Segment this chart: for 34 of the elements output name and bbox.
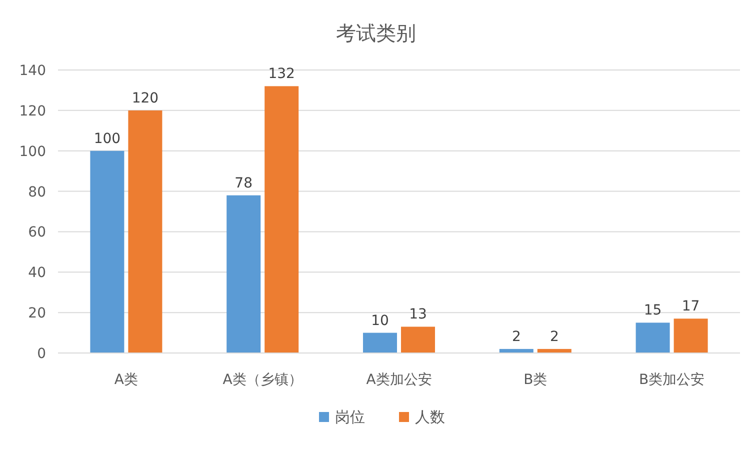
y-tick-label: 20 (28, 306, 46, 322)
data-label: 120 (132, 90, 159, 106)
y-tick-label: 80 (28, 184, 46, 200)
y-tick-label: 140 (19, 63, 46, 79)
x-tick-label: A类 (114, 372, 138, 388)
data-label: 2 (512, 328, 521, 345)
data-label: 15 (644, 302, 662, 319)
y-tick-label: 120 (19, 103, 46, 120)
bar (90, 150, 124, 353)
data-label: 10 (371, 312, 389, 329)
legend-label: 岗位 (335, 408, 365, 426)
y-tick-label: 100 (19, 144, 46, 160)
x-tick-label: A类加公安 (366, 372, 432, 388)
y-tick-label: 40 (28, 265, 46, 282)
x-tick-label: A类（乡镇） (222, 372, 302, 388)
bar (128, 110, 162, 353)
bar (636, 322, 670, 353)
bar (264, 86, 299, 353)
data-label: 17 (682, 298, 700, 315)
chart-title: 考试类别 (336, 21, 416, 45)
x-tick-label: B类加公安 (638, 372, 705, 388)
bar (401, 326, 435, 353)
y-tick-label: 60 (28, 224, 46, 241)
legend-label: 人数 (415, 408, 445, 426)
data-label: 13 (409, 306, 427, 323)
x-tick-label: B类 (524, 372, 548, 388)
bar (674, 318, 708, 353)
data-label: 78 (234, 175, 253, 192)
bar (226, 195, 261, 353)
y-tick-label: 0 (37, 346, 46, 362)
bar (363, 332, 397, 353)
data-label: 2 (550, 328, 559, 345)
data-label: 132 (268, 66, 295, 82)
data-label: 100 (94, 130, 121, 147)
